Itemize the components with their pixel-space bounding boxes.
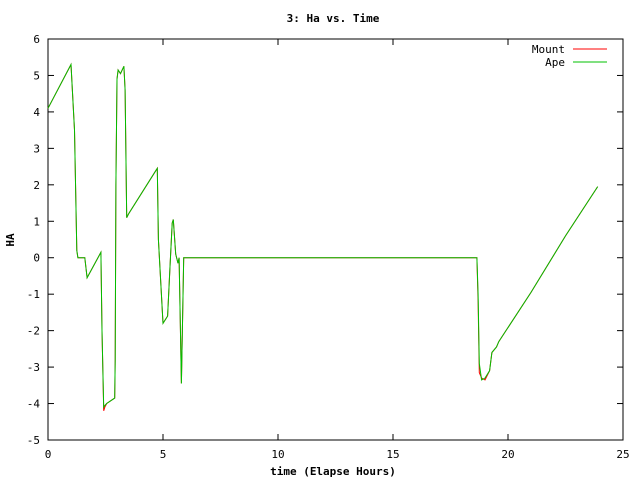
- y-tick-label: 0: [33, 252, 40, 265]
- y-tick-label: 5: [33, 69, 40, 82]
- y-tick-label: -3: [27, 361, 40, 374]
- y-tick-label: -4: [27, 398, 41, 411]
- y-tick-label: -2: [27, 325, 40, 338]
- series-line-ape: [47, 62, 599, 409]
- y-tick-label: 2: [33, 179, 40, 192]
- x-tick-label: 5: [160, 448, 167, 461]
- x-tick-label: 25: [616, 448, 629, 461]
- chart-title: 3: Ha vs. Time: [287, 12, 380, 25]
- y-tick-label: 1: [33, 215, 40, 228]
- x-tick-label: 20: [501, 448, 514, 461]
- series-line-mount: [47, 62, 599, 411]
- plot-area-frame: [47, 38, 624, 441]
- y-tick-label: 3: [33, 142, 40, 155]
- axis-ticks: 0 5 10 15 20 25 -5 -4 -3 -2 -1 0 1 2 3 4 5 6: [27, 33, 630, 461]
- y-tick-label: 6: [33, 33, 40, 46]
- legend-label-mount: Mount: [532, 43, 565, 56]
- legend-label-ape: Ape: [545, 56, 565, 69]
- y-tick-label: -5: [27, 434, 40, 447]
- series-layer: [47, 62, 599, 411]
- x-tick-label: 0: [45, 448, 52, 461]
- y-tick-label: 4: [33, 106, 40, 119]
- x-tick-label: 15: [386, 448, 399, 461]
- y-tick-label: -1: [27, 288, 40, 301]
- y-axis-label: HA: [4, 233, 17, 247]
- x-axis-label: time (Elapse Hours): [270, 465, 396, 478]
- x-tick-label: 10: [271, 448, 284, 461]
